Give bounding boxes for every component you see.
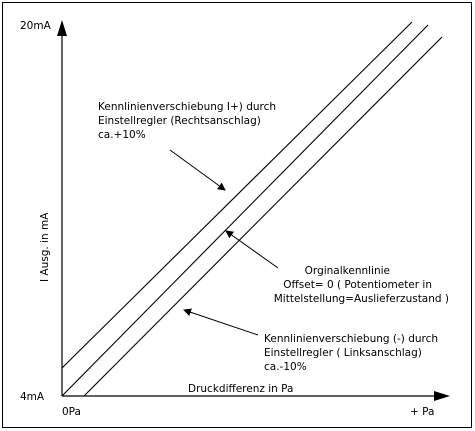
- pointer-arrow-original: [225, 230, 279, 269]
- y-axis-bottom-label: 4mA: [20, 391, 45, 403]
- annotation-plus-line3: ca.+10%: [98, 129, 146, 141]
- x-axis-title: Druckdifferenz in Pa: [188, 383, 293, 395]
- annotation-original-line3: Mittelstellung=Auslieferzustand ): [274, 293, 449, 305]
- pointer-arrow-minus: [183, 308, 259, 336]
- annotation-plus-line2: Einstellregler (Rechtsanschlag): [98, 115, 261, 127]
- y-axis-title: I Ausg. in mA: [39, 212, 51, 282]
- annotation-original-line2: Offset= 0 ( Potentiometer in: [283, 279, 432, 291]
- annotation-original-line1: Orginalkennlinie: [305, 265, 390, 277]
- annotation-minus-line2: Einstellregler ( Linksanschlag): [264, 347, 422, 359]
- annotation-minus-line3: ca.-10%: [264, 361, 307, 373]
- x-axis-arrow-icon: [434, 391, 450, 401]
- diagram-frame: [2, 2, 472, 428]
- x-axis-origin-label: 0Pa: [62, 406, 81, 418]
- curve-original: [61, 24, 429, 397]
- annotation-minus-line1: Kennlinienverschiebung (-) durch: [264, 333, 438, 345]
- annotation-plus-line1: Kennlinienverschiebung I+) durch: [98, 101, 276, 113]
- x-axis-end-label: + Pa: [410, 406, 434, 418]
- y-axis-arrow-icon: [57, 20, 67, 36]
- pointer-arrow-plus: [169, 149, 226, 191]
- curve-plus-shift: [61, 21, 413, 369]
- curve-minus-shift: [83, 36, 443, 397]
- y-axis-top-label: 20mA: [20, 20, 52, 32]
